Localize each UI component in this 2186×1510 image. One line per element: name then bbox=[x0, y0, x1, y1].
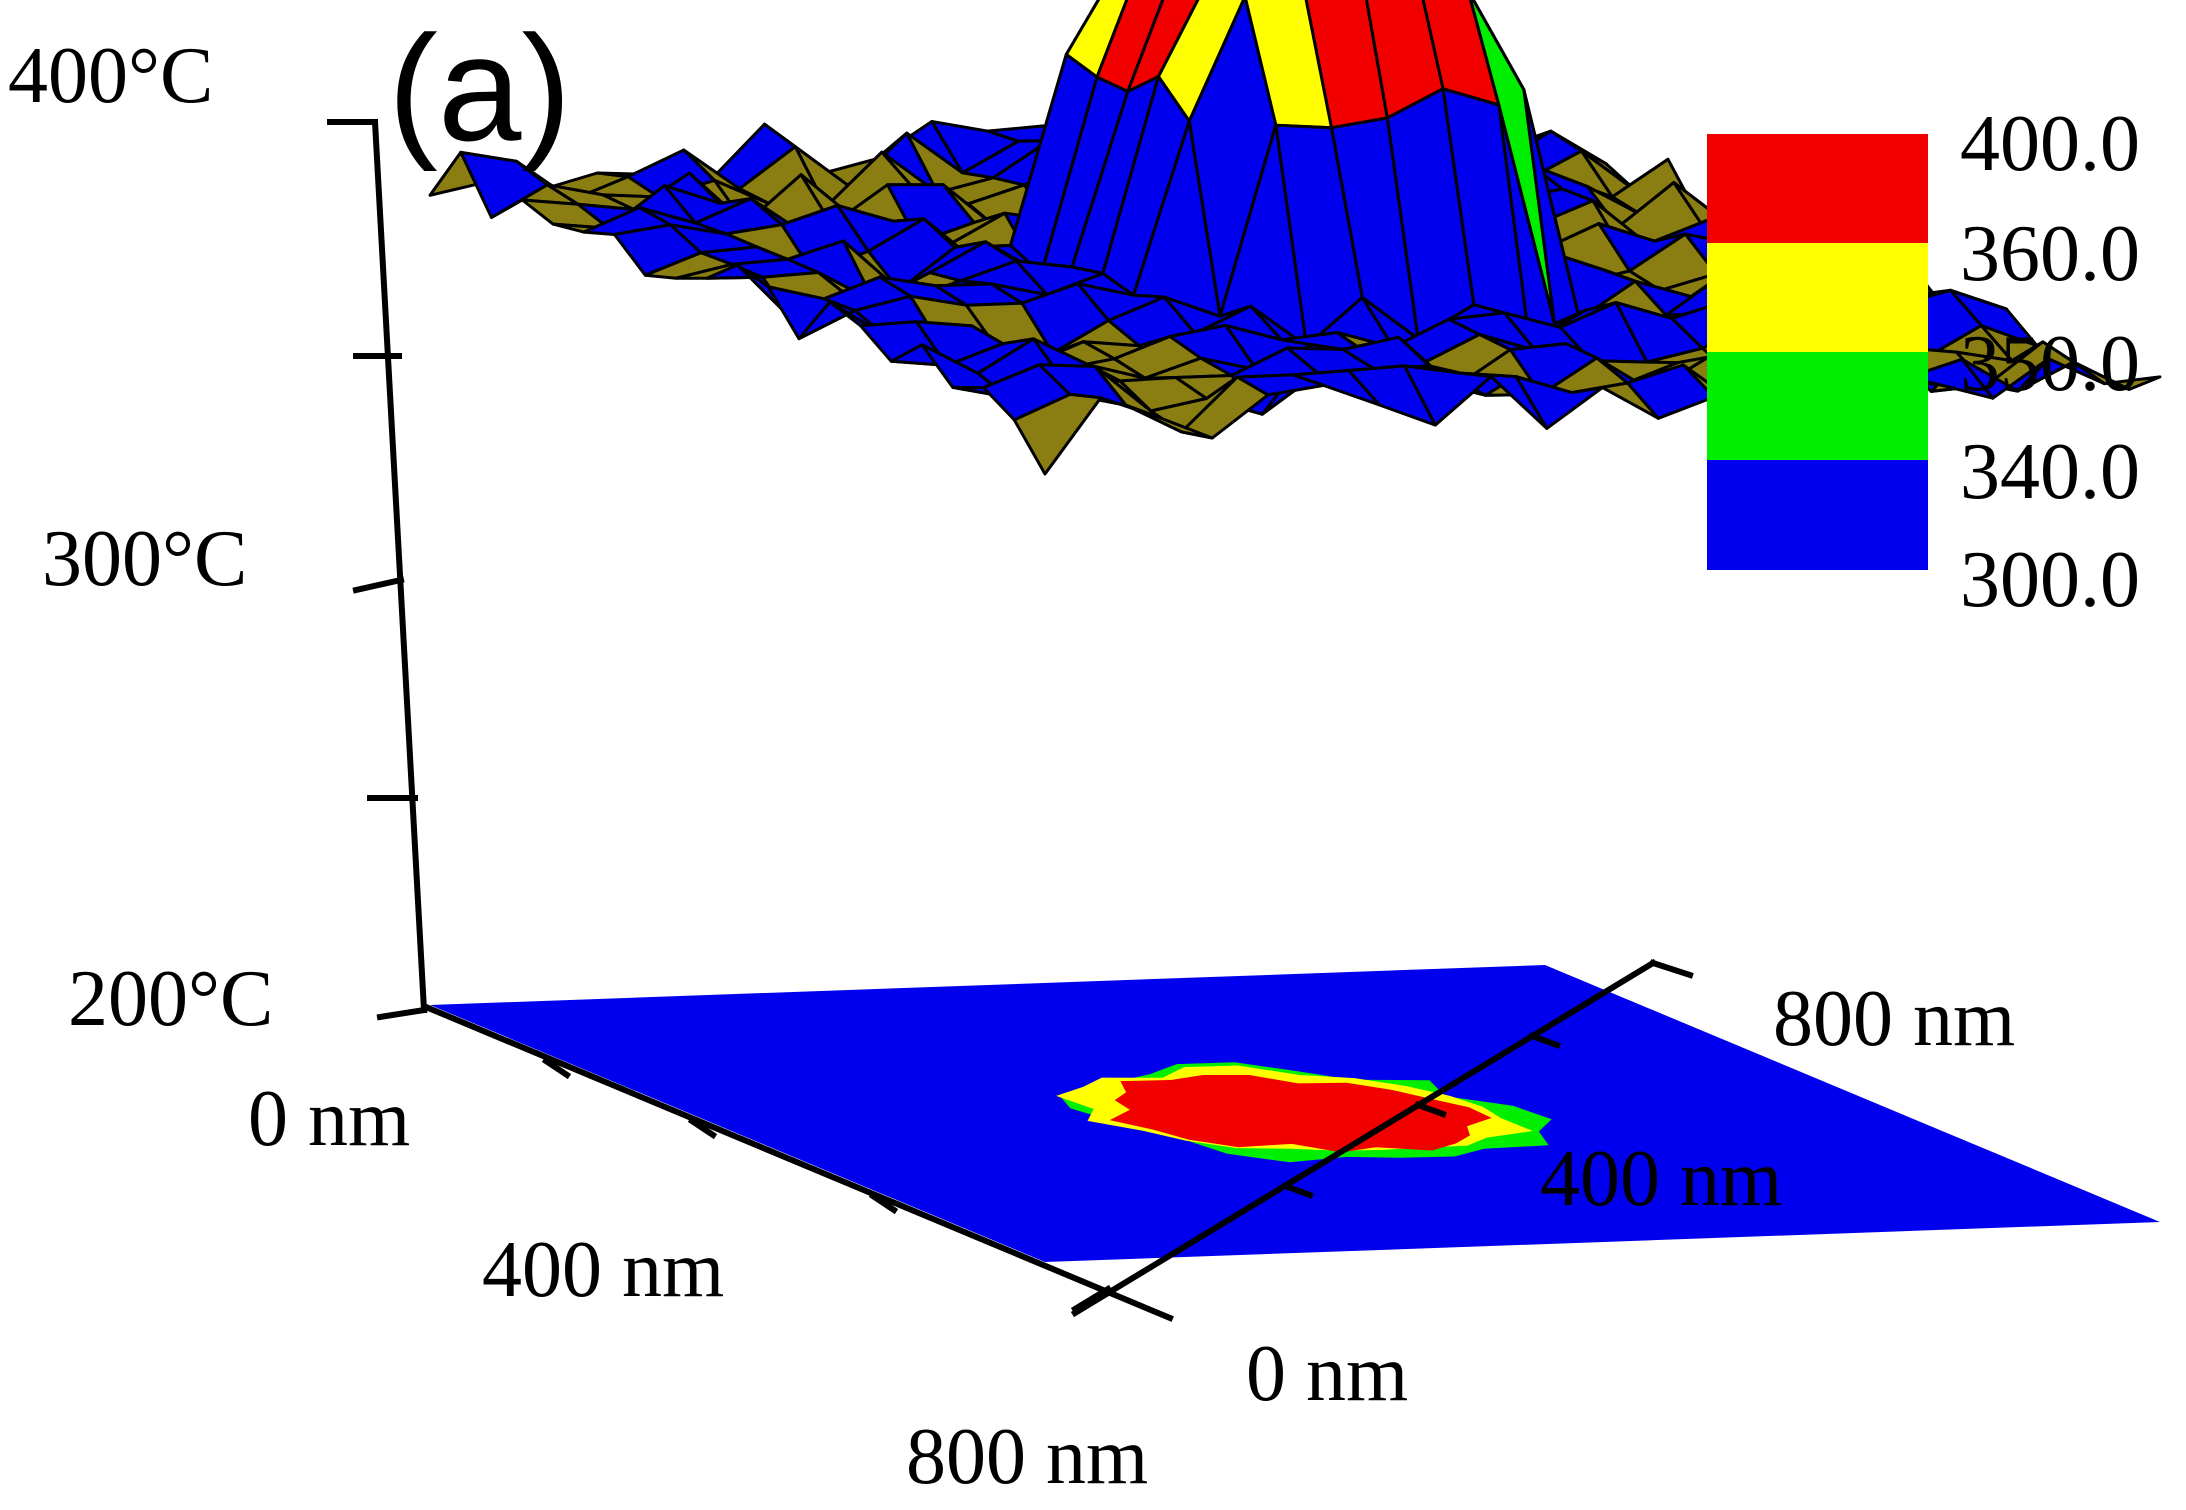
contour-360 bbox=[1109, 1075, 1492, 1153]
colorbar-band-red bbox=[1707, 134, 1928, 243]
surface-mesh bbox=[428, 0, 2162, 476]
colorbar-label-360: 360.0 bbox=[1960, 210, 2140, 298]
z-tick-label-300: 300°C bbox=[42, 515, 247, 603]
y-axis-tick-2 bbox=[1528, 1032, 1561, 1049]
x-axis bbox=[422, 1003, 1174, 1322]
x-axis-tick-3 bbox=[868, 1191, 899, 1215]
colorbar-band-green bbox=[1707, 352, 1928, 460]
y-tick-label-0: 0 nm bbox=[1246, 1330, 1408, 1418]
z-axis-tick-300 bbox=[352, 576, 405, 594]
x-axis-tick-1 bbox=[541, 1056, 572, 1080]
colorbar-label-300: 300.0 bbox=[1960, 536, 2140, 624]
y-axis-line bbox=[1070, 958, 1658, 1318]
z-tick-label-400: 400°C bbox=[8, 32, 213, 120]
z-tick-label-200: 200°C bbox=[68, 955, 273, 1043]
x-axis-tick-4 bbox=[1070, 1284, 1113, 1314]
colorbar-label-340: 340.0 bbox=[1960, 428, 2140, 516]
colorbar-label-400: 400.0 bbox=[1960, 100, 2140, 188]
colorbar: 400.0 360.0 350.0 340.0 300.0 bbox=[1707, 100, 2140, 624]
colorbar-label-350: 350.0 bbox=[1960, 320, 2140, 408]
y-axis bbox=[1070, 958, 1694, 1318]
x-tick-label-0: 0 nm bbox=[248, 1075, 410, 1163]
x-tick-label-800: 800 nm bbox=[906, 1413, 1148, 1501]
y-tick-label-800: 800 nm bbox=[1773, 975, 2015, 1063]
z-axis bbox=[327, 118, 428, 1021]
x-axis-tick-2 bbox=[687, 1116, 718, 1140]
surface-cell bbox=[1012, 392, 1103, 476]
z-axis-line bbox=[371, 118, 428, 1014]
y-axis-tick-3 bbox=[1414, 1101, 1447, 1118]
colorbar-band-yellow bbox=[1707, 243, 1928, 352]
y-axis-tick-4 bbox=[1281, 1182, 1314, 1199]
x-tick-label-400: 400 nm bbox=[482, 1226, 724, 1314]
z-axis-tick-200 bbox=[376, 1006, 428, 1021]
y-tick-label-400: 400 nm bbox=[1540, 1135, 1782, 1223]
panel-label: (a) bbox=[388, 4, 571, 172]
colorbar-band-blue bbox=[1707, 460, 1928, 570]
y-axis-tick-800 bbox=[1649, 959, 1694, 979]
contour-projection bbox=[430, 965, 2160, 1262]
x-axis-line bbox=[422, 1003, 1174, 1322]
